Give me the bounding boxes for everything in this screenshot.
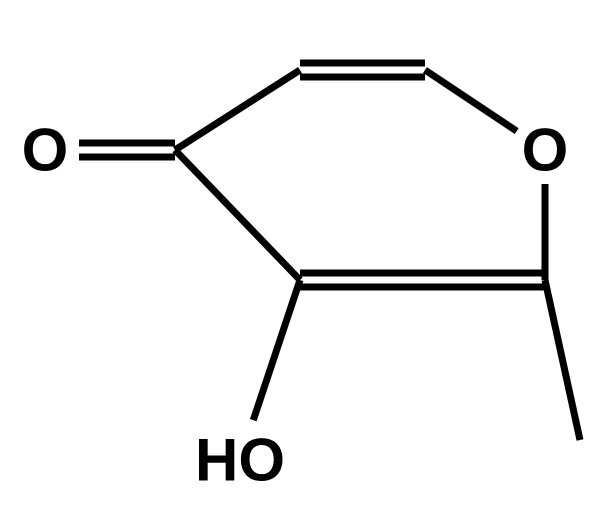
atom-label-o7: O: [22, 117, 69, 184]
bond-line: [425, 70, 517, 131]
bond-line: [253, 280, 300, 420]
atom-label-oh: HO: [195, 427, 285, 494]
molecule-diagram: O O HO: [0, 0, 597, 530]
bond-line: [175, 150, 300, 280]
bond-line: [545, 280, 580, 440]
atom-label-o4: O: [522, 117, 569, 184]
bond-line: [175, 70, 300, 150]
